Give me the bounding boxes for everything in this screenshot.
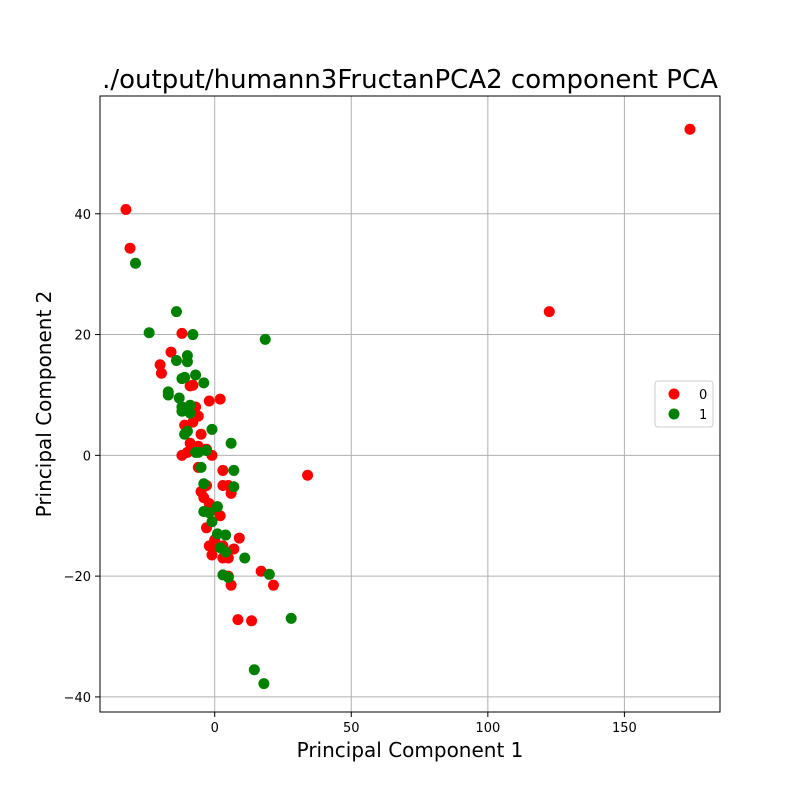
y-tick-label: 20: [74, 329, 91, 344]
plot-frame: [99, 95, 721, 713]
scatter-point-1: [220, 529, 232, 541]
scatter-point-1: [258, 678, 270, 690]
legend-marker-0: [668, 388, 680, 400]
scatter-point-1: [198, 478, 210, 490]
y-axis-label: Principal Component 2: [32, 291, 56, 518]
y-tick-label: −20: [64, 570, 91, 585]
scatter-point-0: [124, 242, 136, 254]
scatter-point-1: [170, 355, 182, 367]
scatter-point-1: [184, 407, 196, 419]
scatter-point-0: [203, 395, 215, 407]
scatter-point-1: [190, 369, 202, 381]
scatter-point-1: [179, 428, 191, 440]
scatter-point-0: [154, 359, 166, 371]
scatter-point-1: [130, 257, 142, 269]
scatter-point-1: [206, 516, 218, 528]
scatter-point-1: [239, 552, 251, 564]
scatter-point-1: [187, 329, 199, 341]
scatter-point-1: [198, 377, 210, 389]
scatter-point-0: [267, 579, 279, 591]
scatter-point-1: [176, 405, 188, 417]
scatter-point-1: [184, 399, 196, 411]
scatter-point-1: [222, 571, 234, 583]
x-axis-label: Principal Component 1: [297, 738, 524, 762]
scatter-point-0: [176, 327, 188, 339]
scatter-point-0: [120, 204, 132, 216]
scatter-point-1: [248, 664, 260, 676]
scatter-point-1: [170, 306, 182, 318]
y-tick-label: 0: [83, 449, 91, 464]
scatter-point-0: [214, 393, 226, 405]
x-tick-label: 150: [612, 721, 637, 736]
scatter-point-0: [165, 346, 177, 358]
scatter-point-1: [181, 356, 193, 368]
x-tick-label: 50: [343, 721, 360, 736]
scatter-point-1: [211, 501, 223, 513]
scatter-point-0: [195, 428, 207, 440]
scatter-point-1: [206, 423, 218, 435]
scatter-point-1: [173, 392, 185, 404]
scatter-point-0: [543, 306, 555, 318]
x-tick-label: 0: [211, 721, 219, 736]
scatter-point-0: [302, 469, 314, 481]
scatter-point-1: [259, 333, 271, 345]
scatter-point-0: [181, 446, 193, 458]
scatter-point-0: [187, 379, 199, 391]
scatter-point-1: [228, 481, 240, 493]
scatter-point-1: [176, 373, 188, 385]
y-tick-label: 40: [74, 208, 91, 223]
data-points: [120, 123, 696, 690]
scatter-point-1: [162, 389, 174, 401]
scatter-point-1: [201, 445, 213, 457]
scatter-point-0: [214, 510, 226, 522]
scatter-point-1: [211, 528, 223, 540]
x-tick-label: 100: [475, 721, 500, 736]
scatter-point-0: [206, 549, 218, 561]
scatter-point-0: [155, 367, 167, 379]
scatter-point-1: [203, 507, 215, 519]
legend: 01: [654, 380, 714, 428]
scatter-point-1: [192, 446, 204, 458]
scatter-point-1: [195, 461, 207, 473]
grid-lines: [100, 96, 720, 712]
legend-label: 0: [699, 388, 707, 403]
scatter-point-1: [143, 327, 155, 339]
scatter-point-1: [220, 546, 232, 558]
chart-title: ./output/humann3FructanPCA2 component PC…: [102, 65, 718, 95]
legend-label: 1: [699, 408, 707, 423]
scatter-point-1: [285, 612, 297, 624]
legend-marker-1: [668, 408, 680, 420]
scatter-point-1: [228, 464, 240, 476]
scatter-point-1: [263, 568, 275, 580]
y-tick-label: −40: [64, 691, 91, 706]
scatter-point-0: [246, 615, 258, 627]
scatter-point-0: [233, 532, 245, 544]
axis-ticks: 0 50 100 150 −40 −20 0 20 40: [64, 208, 637, 736]
scatter-point-0: [217, 464, 229, 476]
scatter-point-0: [684, 123, 696, 135]
scatter-point-0: [232, 614, 244, 626]
scatter-point-1: [225, 437, 237, 449]
